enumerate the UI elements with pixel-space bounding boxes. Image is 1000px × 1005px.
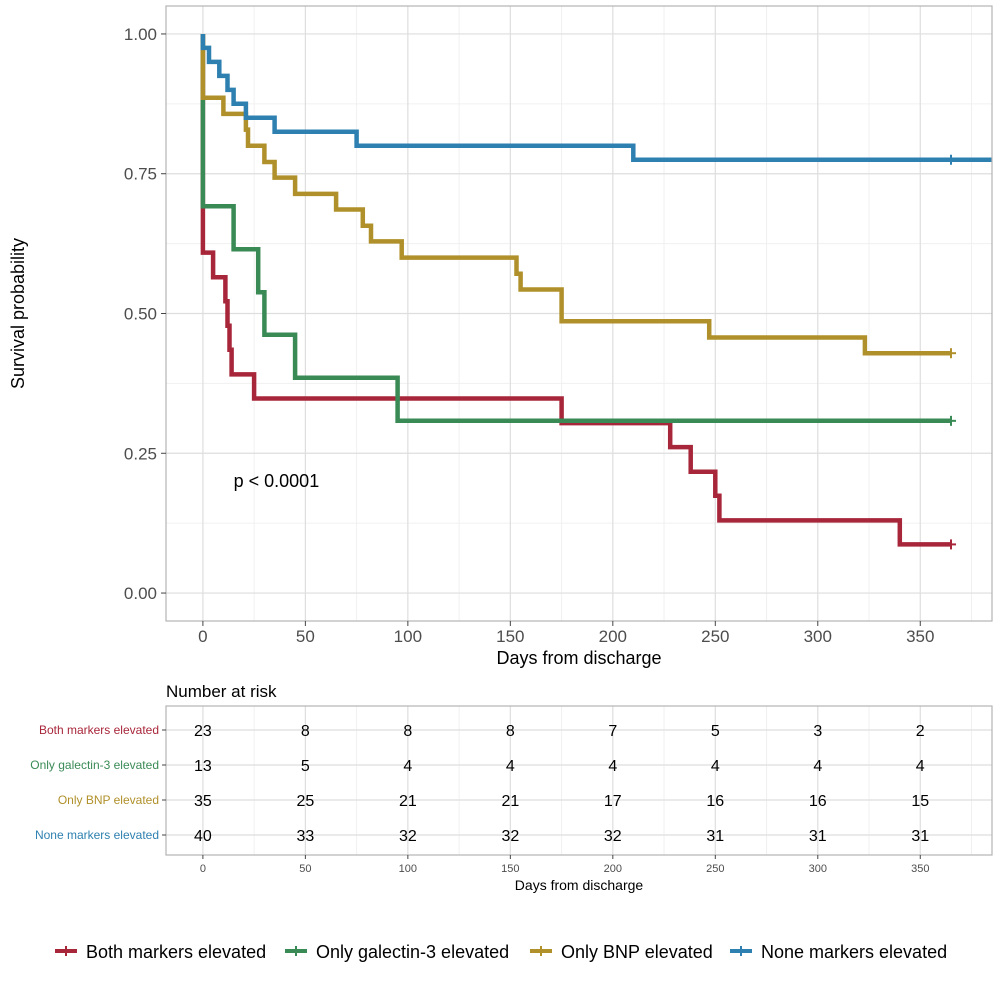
x-tick-label: 300 [804,627,832,646]
risk-count: 21 [399,793,417,810]
x-tick-label: 350 [906,627,934,646]
x-tick-label: 150 [496,627,524,646]
legend-item-label: None markers elevated [761,942,947,962]
risk-row-label: Only galectin-3 elevated [30,758,159,772]
risk-count: 31 [911,828,929,845]
y-axis-label: Survival probability [8,238,28,389]
y-tick-label: 0.00 [124,584,157,603]
survival-plot: 0 50 100 150 200 250 300 350 0.00 0.25 0.50 0.75 1.0… [8,5,993,668]
p-value-annotation: p < 0.0001 [234,471,320,491]
risk-count: 16 [809,793,827,810]
legend: Both markers elevated Only galectin-3 ele… [55,942,947,962]
risk-count: 32 [399,828,417,845]
y-tick-label: 0.75 [124,165,157,184]
risk-table-background [166,706,992,855]
km-curve-only-galectin-3-elevated [200,34,951,424]
risk-count: 23 [194,723,212,740]
risk-count: 3 [813,723,822,740]
risk-count: 16 [706,793,724,810]
risk-x-tick-label: 150 [501,863,519,875]
y-tick-label: 0.50 [124,305,157,324]
risk-count: 33 [296,828,314,845]
risk-count: 8 [403,723,412,740]
risk-count: 4 [608,758,617,775]
x-tick-label: 200 [599,627,627,646]
risk-table-title: Number at risk [166,682,277,701]
risk-count: 7 [608,723,617,740]
risk-x-tick-label: 200 [604,863,622,875]
risk-count: 35 [194,793,212,810]
x-tick-label: 100 [394,627,422,646]
legend-item-label: Only galectin-3 elevated [316,942,509,962]
risk-count: 31 [809,828,827,845]
y-tick-label: 0.25 [124,444,157,463]
risk-x-tick-label: 50 [299,863,311,875]
risk-x-tick-label: 250 [706,863,724,875]
risk-count: 2 [916,723,925,740]
risk-x-tick-label: 300 [809,863,827,875]
x-axis-label: Days from discharge [496,648,661,668]
risk-count: 4 [403,758,412,775]
risk-count: 31 [706,828,724,845]
risk-count: 5 [301,758,310,775]
risk-count: 8 [301,723,310,740]
risk-count: 15 [911,793,929,810]
risk-count: 13 [194,758,212,775]
legend-item-label: Only BNP elevated [561,942,713,962]
risk-x-tick-label: 0 [200,863,206,875]
risk-count: 17 [604,793,622,810]
risk-count: 4 [813,758,822,775]
risk-count: 21 [501,793,519,810]
risk-count: 32 [604,828,622,845]
risk-x-axis-label: Days from discharge [515,877,644,893]
km-curve-both-markers-elevated [200,34,951,547]
risk-count: 40 [194,828,212,845]
risk-count: 4 [916,758,925,775]
km-curve-only-bnp-elevated [200,34,951,356]
y-tick-label: 1.00 [124,25,157,44]
x-tick-label: 0 [198,627,207,646]
risk-table-border [165,705,993,856]
risk-count: 5 [711,723,720,740]
risk-count: 4 [506,758,515,775]
km-curve-none-markers-elevated [200,34,992,163]
risk-row-label: Only BNP elevated [58,793,159,807]
risk-x-tick-label: 100 [399,863,417,875]
risk-count: 32 [501,828,519,845]
legend-item-label: Both markers elevated [86,942,266,962]
risk-count: 8 [506,723,515,740]
risk-count: 25 [296,793,314,810]
x-tick-label: 50 [296,627,315,646]
risk-x-tick-label: 350 [911,863,929,875]
risk-row-label: Both markers elevated [39,723,159,737]
x-tick-label: 250 [701,627,729,646]
risk-count: 4 [711,758,720,775]
risk-row-label: None markers elevated [35,828,159,842]
